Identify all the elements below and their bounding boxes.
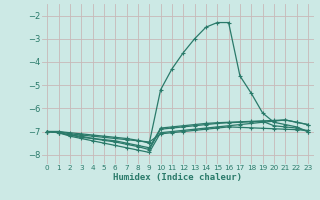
X-axis label: Humidex (Indice chaleur): Humidex (Indice chaleur) bbox=[113, 173, 242, 182]
